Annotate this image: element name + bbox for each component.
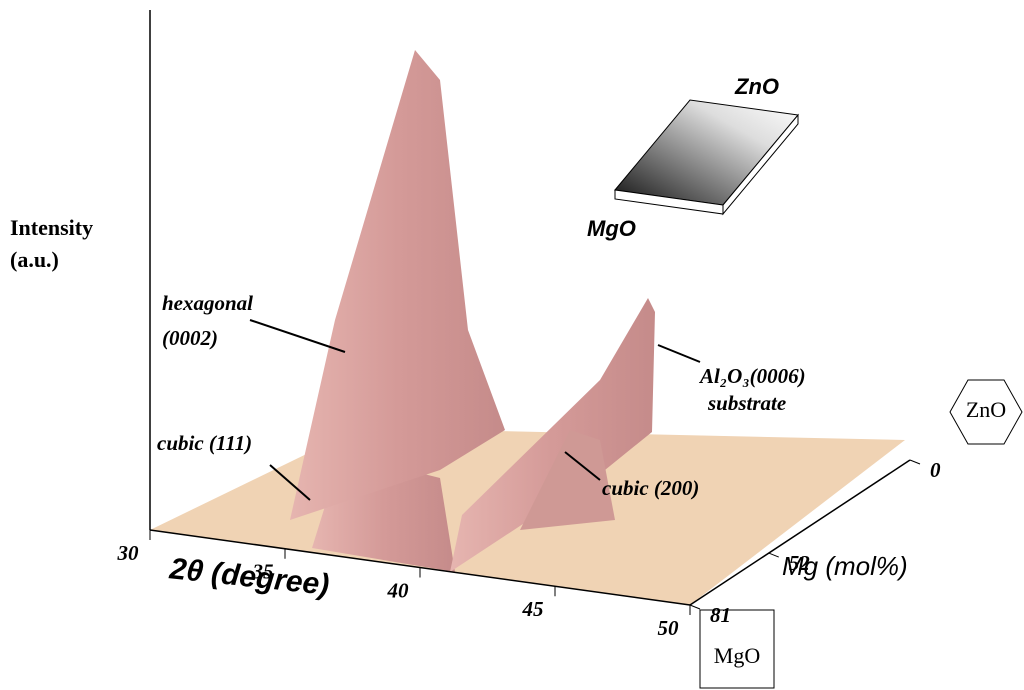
z-tick-label: 0 bbox=[930, 458, 941, 482]
y-label: Intensity bbox=[10, 215, 93, 240]
annotation: Al₂O₃(0006) bbox=[698, 364, 806, 388]
z-tick bbox=[689, 604, 701, 610]
x-tick-label: 30 bbox=[117, 541, 140, 565]
z-axis bbox=[689, 459, 911, 606]
x-tick-label: 50 bbox=[658, 616, 680, 640]
x-tick-label: 35 bbox=[252, 560, 274, 584]
arrow bbox=[249, 319, 346, 353]
hexagon bbox=[949, 379, 1023, 445]
z-tick-label: 52 bbox=[789, 551, 811, 575]
y-label: (a.u.) bbox=[10, 247, 59, 272]
z-tick-label: 81 bbox=[710, 603, 731, 627]
z-tick bbox=[768, 552, 779, 558]
inset-edge bbox=[722, 113, 799, 216]
peak-substrate bbox=[450, 298, 655, 572]
arrow bbox=[564, 451, 601, 481]
inset-label: MgO bbox=[587, 216, 636, 241]
annotation: cubic (200) bbox=[602, 476, 699, 500]
annotation: (0002) bbox=[162, 326, 218, 350]
x-tick-label: 45 bbox=[522, 597, 544, 621]
x-tick-label: 40 bbox=[387, 578, 410, 602]
arrow bbox=[657, 344, 701, 363]
annotation: substrate bbox=[707, 391, 786, 415]
x-label: 2θ (degree) bbox=[167, 552, 331, 602]
end-label: MgO bbox=[714, 643, 760, 668]
peak-hexagonal bbox=[290, 50, 505, 520]
z-tick bbox=[909, 459, 921, 465]
annotation: cubic (111) bbox=[157, 431, 252, 455]
ridge-cubic-200 bbox=[520, 430, 615, 530]
inset-label: ZnO bbox=[734, 74, 779, 99]
z-label: Mg (mol%) bbox=[782, 551, 908, 581]
end-label: ZnO bbox=[966, 397, 1006, 422]
annotation: hexagonal bbox=[162, 291, 253, 315]
square bbox=[699, 609, 775, 689]
arrow bbox=[269, 464, 311, 501]
